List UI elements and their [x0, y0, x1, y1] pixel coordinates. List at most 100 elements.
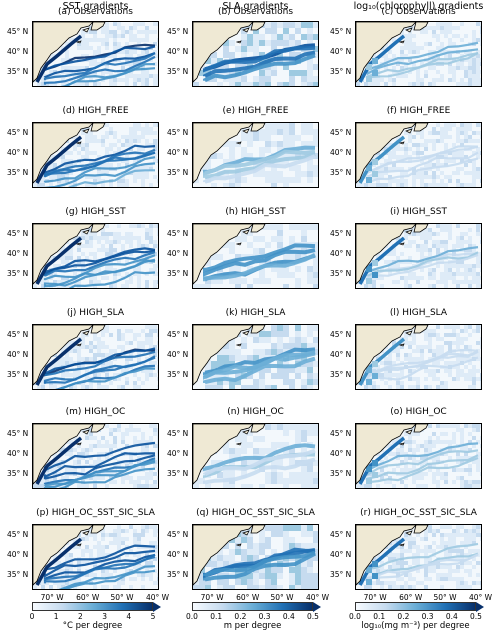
gradient-cell: [113, 54, 117, 58]
gradient-cell: [271, 442, 277, 448]
gradient-cell: [307, 430, 313, 436]
gradient-cell: [101, 248, 105, 252]
gradient-cell: [81, 131, 85, 135]
gradient-cell: [456, 167, 460, 171]
gradient-cell: [428, 183, 432, 187]
gradient-cell: [416, 147, 420, 151]
gradient-cell: [313, 135, 318, 141]
gradient-cell: [97, 288, 101, 289]
gradient-cell: [125, 74, 129, 78]
y-tick-label: 45° N: [167, 27, 189, 37]
gradient-cell: [271, 424, 277, 430]
gradient-cell: [283, 367, 289, 373]
gradient-cell: [307, 466, 313, 472]
gradient-cell: [157, 581, 158, 585]
gradient-cell: [85, 86, 89, 87]
gradient-cell: [480, 22, 481, 26]
gradient-cell: [253, 585, 259, 589]
gradient-cell: [452, 529, 456, 533]
gradient-cell: [77, 86, 81, 87]
gradient-cell: [259, 58, 265, 64]
gradient-cell: [428, 337, 432, 341]
gradient-cell: [113, 440, 117, 444]
gradient-cell: [307, 325, 313, 331]
gradient-cell: [241, 28, 247, 34]
gradient-cell: [404, 232, 408, 236]
gradient-cell: [452, 541, 456, 545]
gradient-cell: [364, 488, 368, 489]
gradient-cell: [432, 440, 436, 444]
gradient-cell: [456, 139, 460, 143]
gradient-cell: [448, 565, 452, 569]
gradient-cell: [456, 171, 460, 175]
gradient-cell: [460, 565, 464, 569]
gradient-front: [366, 350, 479, 377]
gradient-cell: [424, 553, 428, 557]
gradient-cell: [380, 183, 384, 187]
gradient-cell: [77, 389, 81, 390]
gradient-cell: [408, 26, 412, 30]
gradient-cell: [129, 365, 133, 369]
gradient-map: [193, 22, 318, 86]
gradient-cell: [396, 385, 400, 389]
gradient-cell: [301, 123, 307, 129]
gradient-cell: [428, 248, 432, 252]
gradient-cell: [109, 432, 113, 436]
gradient-cell: [428, 529, 432, 533]
gradient-cell: [259, 236, 265, 242]
gradient-cell: [113, 272, 117, 276]
gradient-cell: [93, 58, 97, 62]
gradient-cell: [157, 38, 158, 42]
gradient-cell: [464, 444, 468, 448]
gradient-cell: [145, 484, 149, 488]
gradient-cell: [404, 179, 408, 183]
gradient-cell: [428, 569, 432, 573]
gradient-cell: [295, 436, 301, 442]
gradient-cell: [468, 373, 472, 377]
gradient-cell: [97, 280, 101, 284]
gradient-cell: [229, 248, 235, 254]
gradient-cell: [444, 22, 448, 26]
gradient-cell: [404, 337, 408, 341]
gradient-cell: [153, 268, 157, 272]
gradient-cell: [141, 183, 145, 187]
gradient-cell: [428, 440, 432, 444]
gradient-cell: [265, 28, 271, 34]
gradient-cell: [73, 389, 77, 390]
gradient-cell: [424, 329, 428, 333]
gradient-cell: [480, 276, 481, 280]
gradient-cell: [137, 456, 141, 460]
gradient-cell: [125, 232, 129, 236]
gradient-cell: [408, 42, 412, 46]
gradient-cell: [53, 163, 57, 167]
gradient-cell: [89, 436, 93, 440]
gradient-cell: [77, 373, 81, 377]
gradient-cell: [277, 123, 283, 129]
gradient-cell: [247, 373, 253, 379]
gradient-cell: [432, 284, 436, 288]
gradient-cell: [277, 573, 283, 579]
gradient-cell: [235, 177, 241, 183]
gradient-cell: [295, 331, 301, 337]
gradient-cell: [412, 187, 416, 188]
gradient-cell: [412, 456, 416, 460]
gradient-cell: [125, 58, 129, 62]
gradient-cell: [53, 264, 57, 268]
gradient-cell: [384, 369, 388, 373]
gradient-cell: [69, 256, 73, 260]
gradient-cell: [105, 70, 109, 74]
gradient-cell: [476, 228, 480, 232]
gradient-cell: [464, 86, 468, 87]
gradient-cell: [69, 167, 73, 171]
gradient-cell: [101, 561, 105, 565]
gradient-cell: [424, 529, 428, 533]
gradient-cell: [141, 345, 145, 349]
gradient-cell: [229, 561, 235, 567]
gradient-cell: [388, 252, 392, 256]
gradient-cell: [137, 537, 141, 541]
gradient-cell: [416, 448, 420, 452]
gradient-cell: [277, 424, 283, 430]
gradient-cell: [73, 288, 77, 289]
gradient-cell: [396, 58, 400, 62]
